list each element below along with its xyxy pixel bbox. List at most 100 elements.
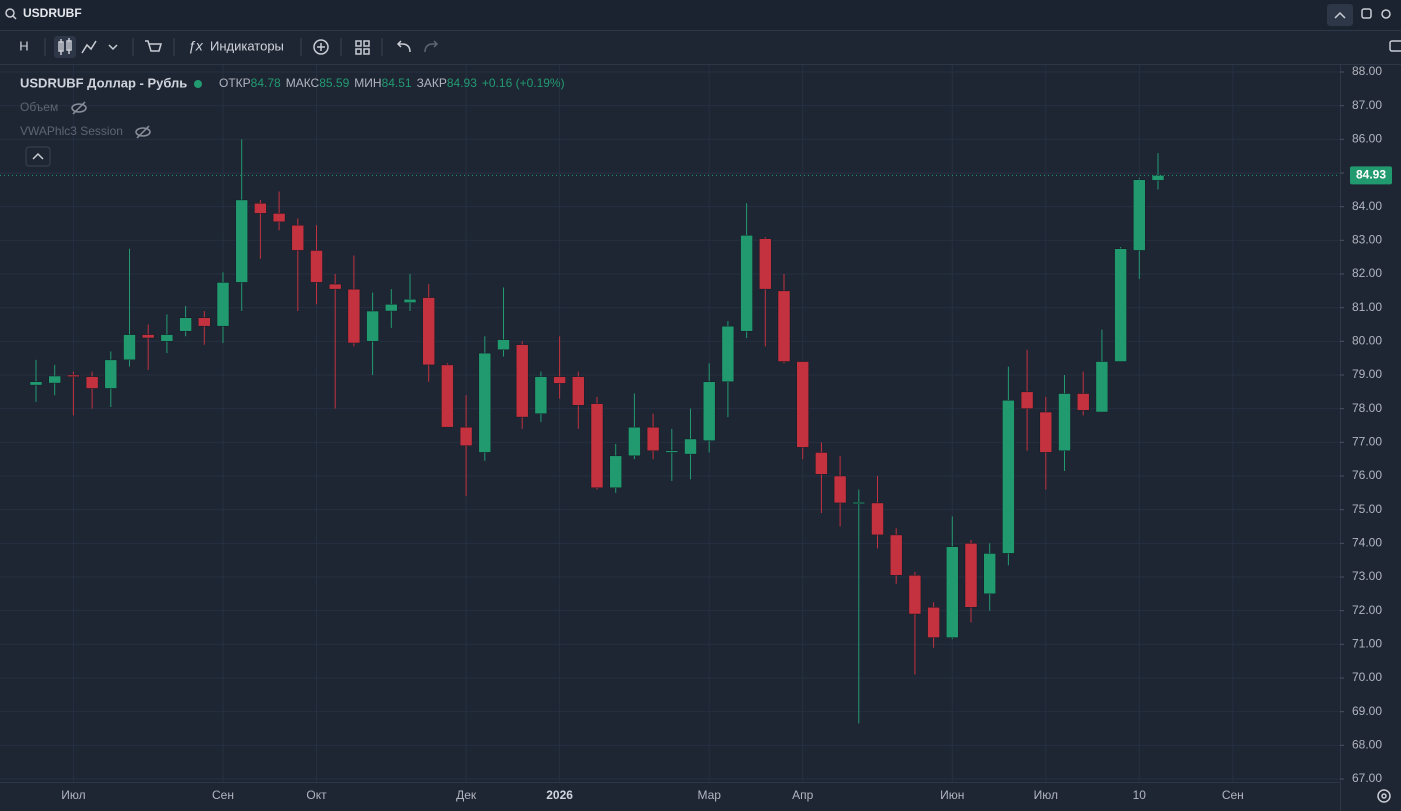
- indicator-vwap[interactable]: VWAPhlc3 Session: [20, 124, 123, 138]
- candle-body: [871, 502, 884, 536]
- status-dot: [194, 80, 202, 88]
- candle-body: [1114, 248, 1127, 362]
- candle-body: [702, 381, 716, 441]
- y-tick-label: 79.00: [1352, 367, 1382, 381]
- search-icon[interactable]: [5, 8, 17, 20]
- candle-body: [609, 455, 622, 489]
- layout-button[interactable]: [355, 40, 370, 55]
- candle-body: [347, 288, 361, 344]
- hidden-icon[interactable]: [71, 101, 87, 115]
- last-price-box: [1350, 166, 1392, 185]
- candle-body: [141, 334, 155, 339]
- close-value: 84.93: [447, 76, 477, 90]
- candle-body: [385, 304, 398, 312]
- candle-body: [927, 607, 940, 638]
- candle-body: [85, 376, 99, 389]
- chart-type-dropdown[interactable]: [108, 44, 118, 51]
- low-value: 84.51: [382, 76, 412, 90]
- y-tick-label: 77.00: [1352, 435, 1382, 449]
- candle-body: [366, 310, 379, 342]
- candle-body: [740, 235, 753, 332]
- settings-button[interactable]: [1381, 9, 1391, 19]
- candle-body: [777, 290, 791, 362]
- redo-button[interactable]: [424, 40, 439, 53]
- x-tick-label: 10: [1133, 788, 1147, 802]
- x-tick-label: Дек: [456, 788, 477, 802]
- y-tick-label: 74.00: [1352, 536, 1382, 550]
- x-tick-label: Сен: [1222, 788, 1244, 802]
- candle-body: [684, 438, 697, 455]
- open-label: ОТКР: [219, 76, 251, 90]
- candle-body: [48, 375, 61, 384]
- candle-body: [310, 250, 323, 283]
- candle-body: [815, 452, 828, 475]
- y-tick-label: 70.00: [1352, 670, 1382, 684]
- time-settings[interactable]: [1377, 789, 1391, 803]
- candle-body: [441, 364, 454, 428]
- candle-body: [328, 283, 342, 290]
- y-tick-label: 68.00: [1352, 738, 1382, 752]
- y-tick-label: 69.00: [1352, 704, 1382, 718]
- collapse-legend-icon: [32, 152, 44, 160]
- collapse-button[interactable]: [1327, 4, 1353, 26]
- x-tick-label: Июн: [940, 788, 964, 802]
- y-tick-label: 73.00: [1352, 569, 1382, 583]
- add-button[interactable]: [313, 39, 329, 55]
- candle-body: [1095, 361, 1109, 413]
- candle-body: [104, 359, 118, 389]
- candle-body: [1039, 411, 1053, 453]
- candle-body: [983, 553, 996, 595]
- candle-body: [1151, 175, 1165, 181]
- search-bar: [0, 0, 1401, 30]
- candle-body: [515, 344, 529, 418]
- high-value: 85.59: [319, 76, 349, 90]
- screenshot-button[interactable]: [1389, 40, 1401, 52]
- hidden-icon[interactable]: [135, 125, 151, 139]
- x-tick-label: Мар: [697, 788, 721, 802]
- candle-body: [908, 575, 922, 615]
- candle-body: [646, 426, 660, 451]
- y-tick-label: 87.00: [1352, 98, 1382, 112]
- y-tick-label: 82.00: [1352, 266, 1382, 280]
- candle-body: [160, 334, 174, 342]
- candle-body: [721, 325, 735, 382]
- candle-body: [67, 374, 80, 377]
- symbol-search[interactable]: USDRUBF: [23, 6, 82, 20]
- x-tick-label: Окт: [306, 788, 327, 802]
- change: +0.16 (+0.19%): [482, 76, 565, 90]
- candle-body: [459, 426, 473, 446]
- y-tick-label: 75.00: [1352, 502, 1382, 516]
- candle-body: [946, 546, 959, 638]
- indicators-button[interactable]: Индикаторы: [210, 38, 284, 53]
- candle-body: [759, 238, 772, 290]
- high-label: МАКС: [286, 76, 320, 90]
- interval-button[interactable]: Н: [19, 38, 28, 53]
- candle-body: [254, 203, 267, 214]
- ohlc-legend: ОТКР84.78 МАКС85.59 МИН84.51 ЗАКР84.93 +0.16…: [219, 76, 565, 90]
- window-button[interactable]: [1361, 8, 1372, 19]
- candle-body: [123, 334, 136, 361]
- undo-button[interactable]: [396, 40, 411, 53]
- y-tick-label: 71.00: [1352, 637, 1382, 651]
- y-tick-label: 78.00: [1352, 401, 1382, 415]
- candle-body: [1020, 391, 1034, 409]
- candle-body: [534, 376, 548, 414]
- x-tick-label: Июл: [61, 788, 85, 802]
- low-label: МИН: [354, 76, 381, 90]
- chart-title: USDRUBF Доллар - Рубль: [20, 75, 187, 90]
- candle-body: [553, 376, 566, 384]
- chart-type-button[interactable]: [81, 40, 97, 54]
- candle-body: [572, 376, 585, 406]
- candle-body: [235, 199, 248, 283]
- candle-body: [1076, 393, 1090, 411]
- candle-body: [422, 297, 435, 366]
- collapse-legend[interactable]: [25, 146, 51, 167]
- x-tick-label: 2026: [546, 788, 573, 802]
- candles-button[interactable]: [54, 36, 76, 58]
- candle-body: [590, 403, 604, 489]
- candles-icon: [58, 38, 72, 55]
- candle-body: [796, 361, 809, 448]
- cart-button[interactable]: [145, 40, 162, 52]
- indicator-volume[interactable]: Объем: [20, 100, 58, 114]
